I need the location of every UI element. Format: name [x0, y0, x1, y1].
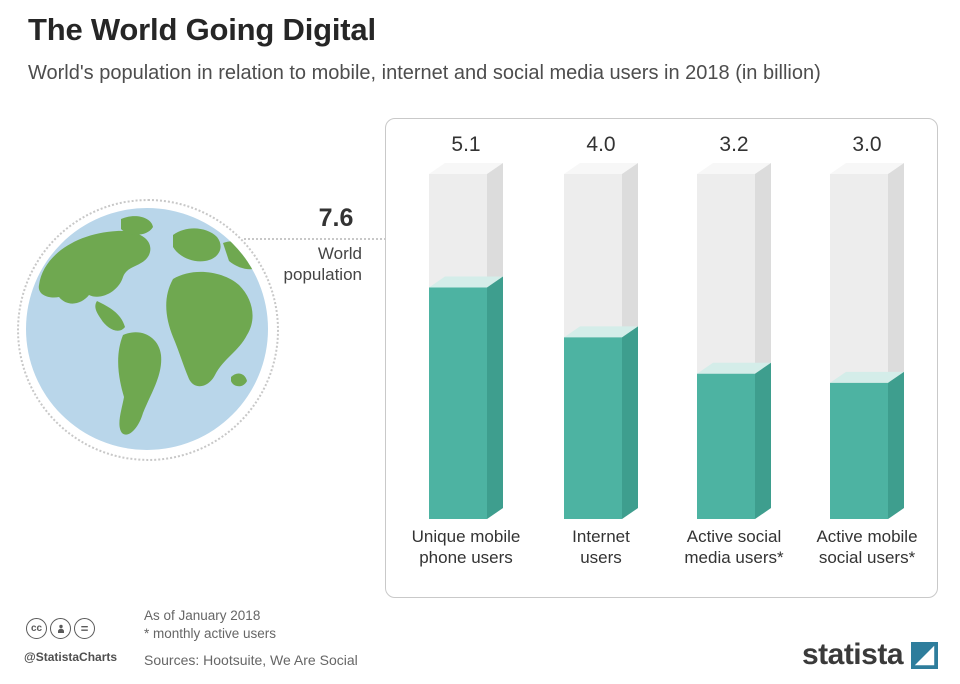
- page-subtitle: World's population in relation to mobile…: [28, 62, 821, 84]
- world-population-connector-line: [244, 238, 386, 240]
- bar-category-label: Unique mobile phone users: [411, 527, 521, 567]
- bar-category-label: Active mobile social users*: [816, 527, 918, 567]
- bar-2: [564, 163, 638, 519]
- world-population-label-line2: population: [283, 265, 362, 284]
- bar-value-label: 5.1: [451, 133, 481, 156]
- footnotes: As of January 2018 * monthly active user…: [144, 607, 276, 643]
- footnote-monthly-active: * monthly active users: [144, 626, 277, 641]
- bar-value-label: 4.0: [586, 133, 616, 156]
- cc-icon[interactable]: cc: [26, 618, 47, 639]
- page-title: The World Going Digital: [28, 12, 376, 47]
- statista-charts-handle: @StatistaCharts: [24, 650, 118, 664]
- as-of-date: As of January 2018: [144, 608, 261, 623]
- globe-dotted-ring: [17, 199, 279, 461]
- cc-attribution-icon[interactable]: [50, 618, 71, 639]
- bar-category-label: Active social media users*: [684, 527, 784, 567]
- cc-license-badges[interactable]: cc =: [26, 618, 95, 639]
- bar-value-label: 3.2: [719, 133, 749, 156]
- cc-nd-icon[interactable]: =: [74, 618, 95, 639]
- bar-1: [429, 163, 503, 519]
- chart-panel: 5.1 Unique mobile phone users 4.0 Internet us…: [385, 118, 938, 598]
- person-icon: [57, 624, 64, 633]
- bar-value-label: 3.0: [852, 133, 882, 156]
- world-population-label: World population: [230, 243, 362, 285]
- statista-logo[interactable]: statista: [802, 638, 938, 672]
- sources-line: Sources: Hootsuite, We Are Social: [144, 652, 358, 668]
- bar-4: [830, 163, 904, 519]
- statista-wordmark: statista: [801, 638, 904, 671]
- globe-icon: [26, 208, 268, 450]
- statista-logo-mark: [911, 641, 938, 669]
- bar-3: [697, 163, 771, 519]
- world-population-label-line1: World: [317, 244, 362, 263]
- bar-chart: 5.1 Unique mobile phone users 4.0 Internet us…: [386, 119, 937, 597]
- world-population-value: 7.6: [318, 204, 354, 232]
- bar-category-label: Internet users: [572, 527, 630, 567]
